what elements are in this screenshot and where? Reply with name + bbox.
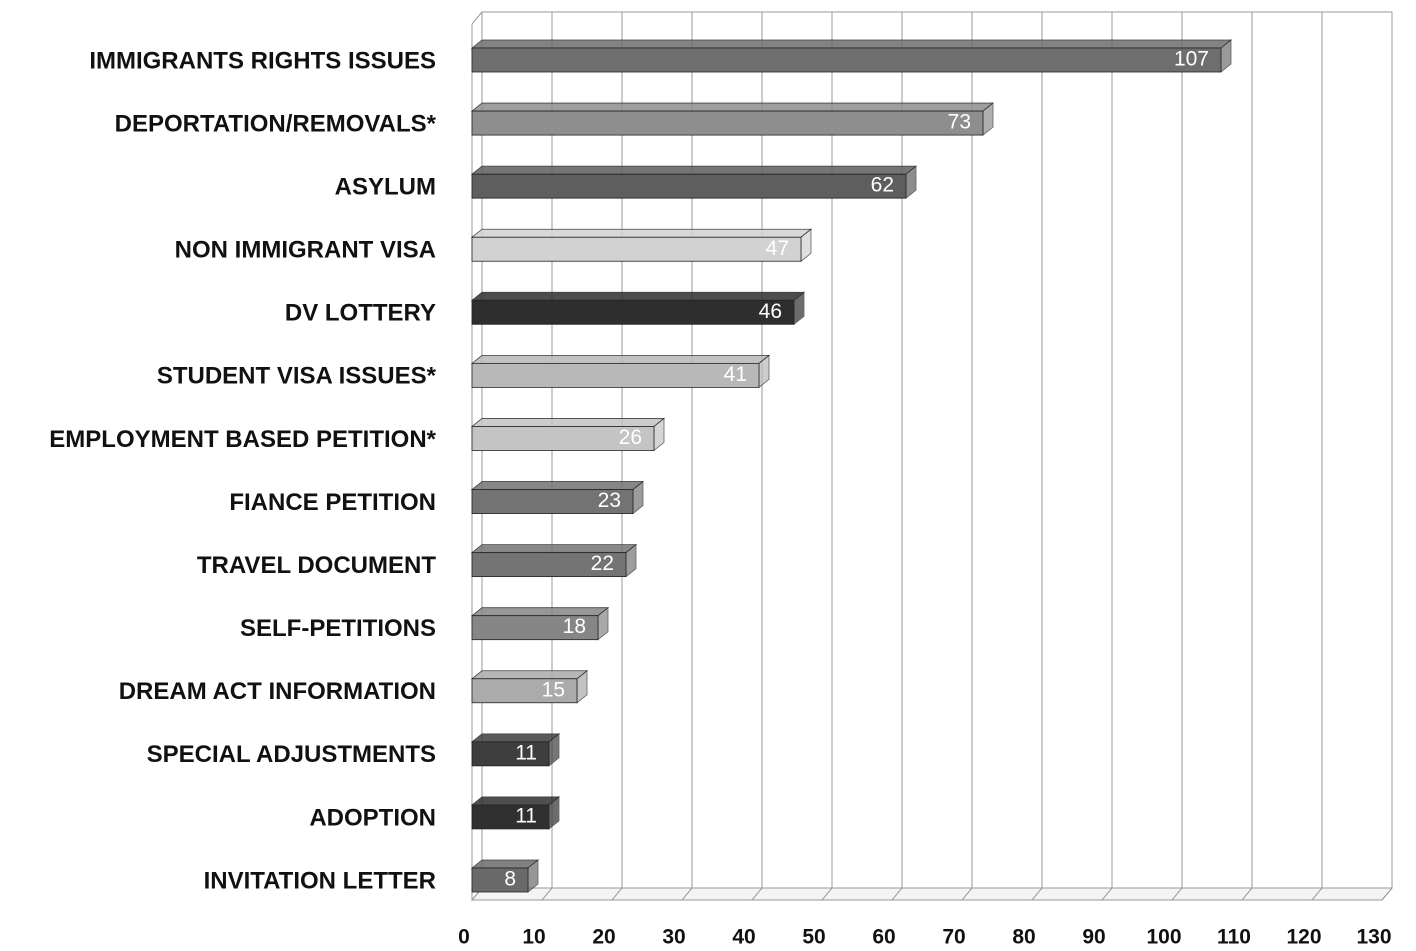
bar bbox=[470, 543, 638, 578]
bar-face bbox=[471, 47, 1222, 73]
y-tick-label: TRAVEL DOCUMENT bbox=[197, 552, 436, 579]
bar-face bbox=[471, 236, 802, 262]
value-label: 107 bbox=[1174, 48, 1209, 71]
bar-face bbox=[471, 362, 760, 388]
grid-line bbox=[681, 887, 693, 901]
value-label: 8 bbox=[504, 868, 516, 891]
value-label: 11 bbox=[515, 741, 537, 764]
y-tick-label: SELF-PETITIONS bbox=[240, 615, 436, 642]
value-label: 18 bbox=[563, 615, 586, 638]
x-tick-label: 20 bbox=[592, 926, 615, 949]
x-tick-label: 50 bbox=[802, 926, 825, 949]
grid-line bbox=[961, 887, 973, 901]
y-tick-label: EMPLOYMENT BASED PETITION* bbox=[49, 426, 436, 453]
grid-line bbox=[751, 887, 763, 901]
bar-face bbox=[471, 426, 655, 451]
y-tick-label: DV LOTTERY bbox=[285, 300, 436, 327]
x-tick-label: 130 bbox=[1356, 926, 1391, 949]
bar-face bbox=[471, 299, 795, 325]
grid-line bbox=[1311, 887, 1323, 901]
y-tick-label: ASYLUM bbox=[335, 173, 436, 200]
value-label: 11 bbox=[515, 804, 537, 827]
y-tick-label: INVITATION LETTER bbox=[204, 867, 436, 894]
x-tick-label: 90 bbox=[1082, 926, 1105, 949]
bar bbox=[470, 859, 540, 893]
x-tick-label: 120 bbox=[1286, 926, 1321, 949]
y-tick-label: FIANCE PETITION bbox=[229, 489, 436, 516]
bar-face bbox=[471, 804, 550, 830]
side-wall bbox=[471, 11, 483, 25]
bar-face bbox=[470, 670, 589, 680]
value-label: 62 bbox=[871, 174, 894, 197]
value-label: 26 bbox=[619, 426, 642, 449]
bar bbox=[470, 228, 813, 263]
x-tick-label: 100 bbox=[1146, 926, 1181, 949]
bar bbox=[470, 39, 1233, 73]
y-tick-label: ADOPTION bbox=[309, 804, 436, 831]
x-tick-label: 70 bbox=[942, 926, 965, 949]
value-label: 47 bbox=[766, 237, 789, 260]
grid-line bbox=[1171, 887, 1183, 901]
x-tick-label: 80 bbox=[1012, 926, 1035, 949]
x-tick-label: 0 bbox=[458, 926, 470, 949]
bar bbox=[470, 669, 589, 704]
value-label: 41 bbox=[724, 363, 747, 386]
value-label: 15 bbox=[542, 678, 565, 701]
grid-line bbox=[611, 887, 623, 901]
grid-line bbox=[1031, 887, 1043, 901]
bar bbox=[470, 606, 610, 641]
x-tick-label: 60 bbox=[872, 926, 895, 949]
value-label: 22 bbox=[591, 552, 614, 575]
bar bbox=[470, 733, 561, 767]
bar-face bbox=[470, 102, 995, 112]
value-label: 46 bbox=[759, 300, 782, 323]
bar-face bbox=[471, 678, 578, 704]
bar-face bbox=[471, 489, 634, 514]
bar-face bbox=[471, 615, 599, 641]
y-tick-label: IMMIGRANTS RIGHTS ISSUES bbox=[89, 47, 436, 74]
bar-face bbox=[471, 110, 984, 136]
bar bbox=[470, 417, 666, 452]
bar-face bbox=[470, 228, 813, 238]
bar-face bbox=[471, 741, 550, 767]
grid-line bbox=[1381, 887, 1393, 901]
bar bbox=[470, 291, 806, 326]
bar bbox=[470, 796, 561, 830]
x-tick-label: 10 bbox=[522, 926, 545, 949]
bar bbox=[470, 102, 995, 136]
value-label: 73 bbox=[948, 111, 971, 134]
y-tick-label: DREAM ACT INFORMATION bbox=[119, 678, 436, 705]
bar-face bbox=[470, 607, 610, 617]
bar bbox=[470, 480, 645, 515]
floor bbox=[470, 887, 1394, 901]
bar bbox=[470, 165, 918, 199]
grid-line bbox=[821, 887, 833, 901]
x-tick-label: 110 bbox=[1217, 926, 1251, 949]
y-tick-label: NON IMMIGRANT VISA bbox=[175, 237, 436, 264]
y-tick-label: SPECIAL ADJUSTMENTS bbox=[147, 741, 436, 768]
value-label: 23 bbox=[598, 489, 621, 512]
bar-face bbox=[470, 39, 1233, 49]
y-tick-label: DEPORTATION/REMOVALS* bbox=[115, 110, 437, 137]
grid-line bbox=[1241, 887, 1253, 901]
grid-line bbox=[541, 887, 553, 901]
y-tick-label: STUDENT VISA ISSUES* bbox=[157, 363, 437, 390]
bar-face bbox=[471, 173, 907, 199]
bar bbox=[470, 354, 771, 389]
bar-face bbox=[470, 165, 918, 175]
bar-face bbox=[470, 291, 806, 301]
grid-line bbox=[1101, 887, 1113, 901]
bar-face bbox=[471, 552, 627, 578]
x-tick-label: 30 bbox=[662, 926, 685, 949]
x-tick-label: 40 bbox=[732, 926, 755, 949]
grid-line bbox=[891, 887, 903, 901]
bar-face bbox=[471, 867, 529, 893]
